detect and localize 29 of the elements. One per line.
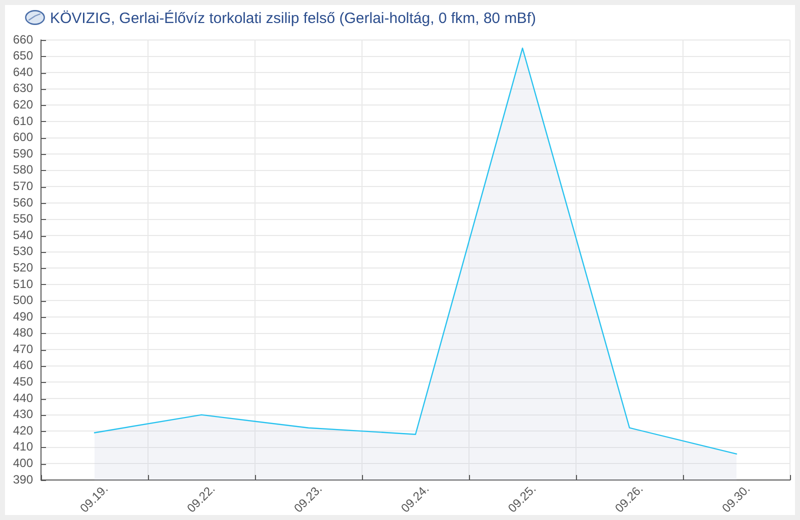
y-tick-label: 500 <box>12 293 34 308</box>
y-tick-label: 610 <box>12 114 34 128</box>
y-tick-label: 630 <box>12 81 34 96</box>
y-tick-label: 590 <box>12 146 34 160</box>
y-tick-label: 520 <box>12 260 34 274</box>
y-tick-label: 550 <box>12 212 34 226</box>
y-tick-label: 530 <box>12 244 34 258</box>
y-tick-label: 580 <box>12 162 34 177</box>
y-tick-label: 560 <box>12 195 34 210</box>
y-tick-label: 490 <box>12 309 34 324</box>
y-tick-label: 390 <box>12 472 34 486</box>
y-tick-label: 400 <box>12 456 34 470</box>
y-tick-label: 510 <box>12 276 34 291</box>
y-tick-label: 470 <box>12 342 34 356</box>
y-tick-label: 430 <box>12 407 34 422</box>
y-tick-label: 660 <box>12 32 34 46</box>
chart-title: KÖVIZIG, Gerlai-Élővíz torkolati zsilip felső (Gerlai-holtág, 0 fkm, 80 mBf) <box>50 9 536 29</box>
y-tick-label: 460 <box>12 358 34 372</box>
y-tick-label: 480 <box>12 326 34 340</box>
y-tick-label: 450 <box>12 374 34 389</box>
y-tick-label: 440 <box>12 390 34 405</box>
y-tick-label: 620 <box>12 98 34 112</box>
y-tick-label: 650 <box>12 48 34 63</box>
y-tick-label: 420 <box>12 423 34 438</box>
y-tick-label: 600 <box>12 130 34 144</box>
y-tick-label: 540 <box>12 228 34 242</box>
y-tick-label: 410 <box>12 440 34 454</box>
y-tick-label: 640 <box>12 64 34 79</box>
y-tick-label: 570 <box>12 178 34 193</box>
